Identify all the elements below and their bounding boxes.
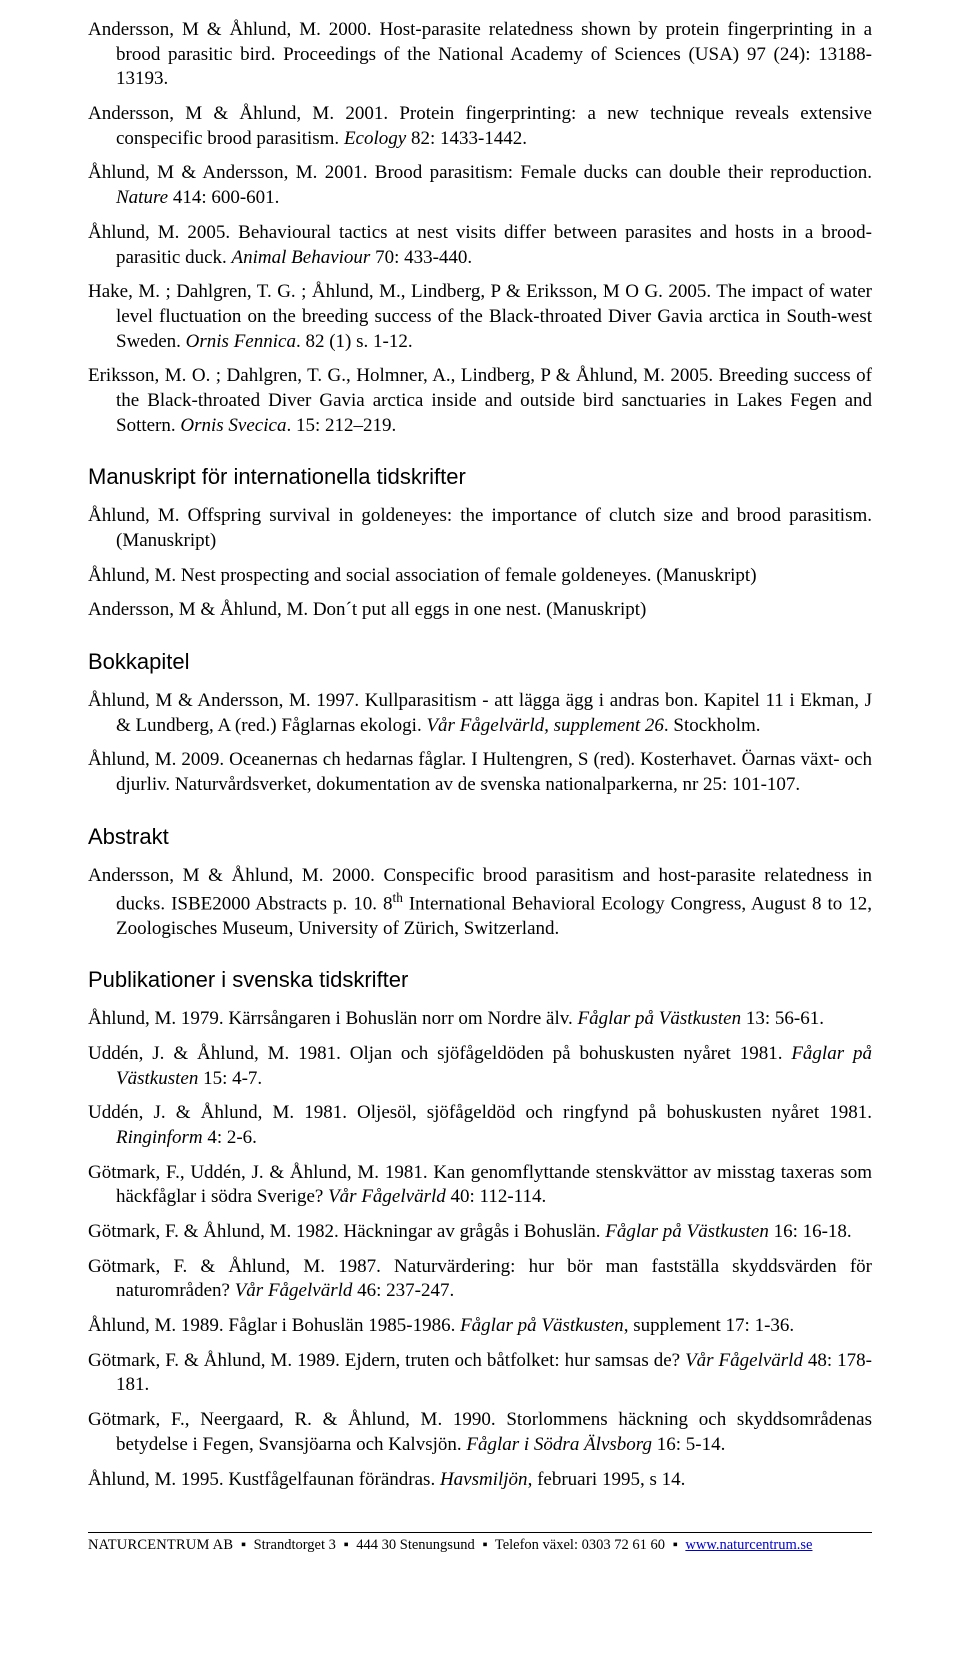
refs-pubsv-list: Åhlund, M. 1979. Kärrsångaren i Bohuslän… — [88, 1007, 872, 1492]
reference-entry: Åhlund, M & Andersson, M. 1997. Kullpara… — [88, 689, 872, 738]
reference-entry: Hake, M. ; Dahlgren, T. G. ; Åhlund, M.,… — [88, 280, 872, 354]
section-manuskript: Manuskript för internationella tidskrift… — [88, 464, 872, 490]
footer-address: Strandtorget 3 — [254, 1537, 336, 1553]
refs-top-list: Andersson, M & Åhlund, M. 2000. Host-par… — [88, 18, 872, 438]
footer: NATURCENTRUM AB ▪ Strandtorget 3 ▪ 444 3… — [0, 1533, 960, 1574]
reference-entry: Åhlund, M. 2005. Behavioural tactics at … — [88, 221, 872, 270]
reference-entry: Götmark, F., Neergaard, R. & Åhlund, M. … — [88, 1408, 872, 1457]
reference-entry: Åhlund, M. Offspring survival in goldene… — [88, 504, 872, 553]
footer-left: NATURCENTRUM AB ▪ Strandtorget 3 ▪ 444 3… — [88, 1537, 812, 1554]
section-bokkapitel: Bokkapitel — [88, 649, 872, 675]
reference-entry: Götmark, F. & Åhlund, M. 1982. Häckninga… — [88, 1220, 872, 1245]
reference-entry: Åhlund, M. 1989. Fåglar i Bohuslän 1985-… — [88, 1314, 872, 1339]
reference-entry: Åhlund, M. 1995. Kustfågelfaunan förändr… — [88, 1468, 872, 1493]
section-pubsv: Publikationer i svenska tidskrifter — [88, 967, 872, 993]
reference-entry: Åhlund, M & Andersson, M. 2001. Brood pa… — [88, 161, 872, 210]
reference-entry: Götmark, F. & Åhlund, M. 1989. Ejdern, t… — [88, 1349, 872, 1398]
reference-entry: Eriksson, M. O. ; Dahlgren, T. G., Holmn… — [88, 364, 872, 438]
reference-entry: Åhlund, M. 1979. Kärrsångaren i Bohuslän… — [88, 1007, 872, 1032]
section-abstrakt: Abstrakt — [88, 824, 872, 850]
footer-phone: Telefon växel: 0303 72 61 60 — [495, 1537, 665, 1553]
refs-abstrakt-list: Andersson, M & Åhlund, M. 2000. Conspeci… — [88, 864, 872, 941]
footer-postal: 444 30 Stenungsund — [356, 1537, 474, 1553]
reference-entry: Götmark, F. & Åhlund, M. 1987. Naturvärd… — [88, 1255, 872, 1304]
reference-entry: Uddén, J. & Åhlund, M. 1981. Oljan och s… — [88, 1042, 872, 1091]
reference-entry: Uddén, J. & Åhlund, M. 1981. Oljesöl, sj… — [88, 1101, 872, 1150]
reference-entry: Åhlund, M. 2009. Oceanernas ch hedarnas … — [88, 748, 872, 797]
reference-entry: Andersson, M & Åhlund, M. 2000. Host-par… — [88, 18, 872, 92]
footer-link[interactable]: www.naturcentrum.se — [685, 1537, 812, 1553]
refs-manuskript-list: Åhlund, M. Offspring survival in goldene… — [88, 504, 872, 623]
reference-entry: Andersson, M & Åhlund, M. 2001. Protein … — [88, 102, 872, 151]
reference-entry: Åhlund, M. Nest prospecting and social a… — [88, 564, 872, 589]
reference-entry: Götmark, F., Uddén, J. & Åhlund, M. 1981… — [88, 1161, 872, 1210]
refs-bokkapitel-list: Åhlund, M & Andersson, M. 1997. Kullpara… — [88, 689, 872, 798]
footer-company: NATURCENTRUM AB — [88, 1537, 233, 1553]
reference-entry: Andersson, M & Åhlund, M. 2000. Conspeci… — [88, 864, 872, 941]
reference-entry: Andersson, M & Åhlund, M. Don´t put all … — [88, 598, 872, 623]
